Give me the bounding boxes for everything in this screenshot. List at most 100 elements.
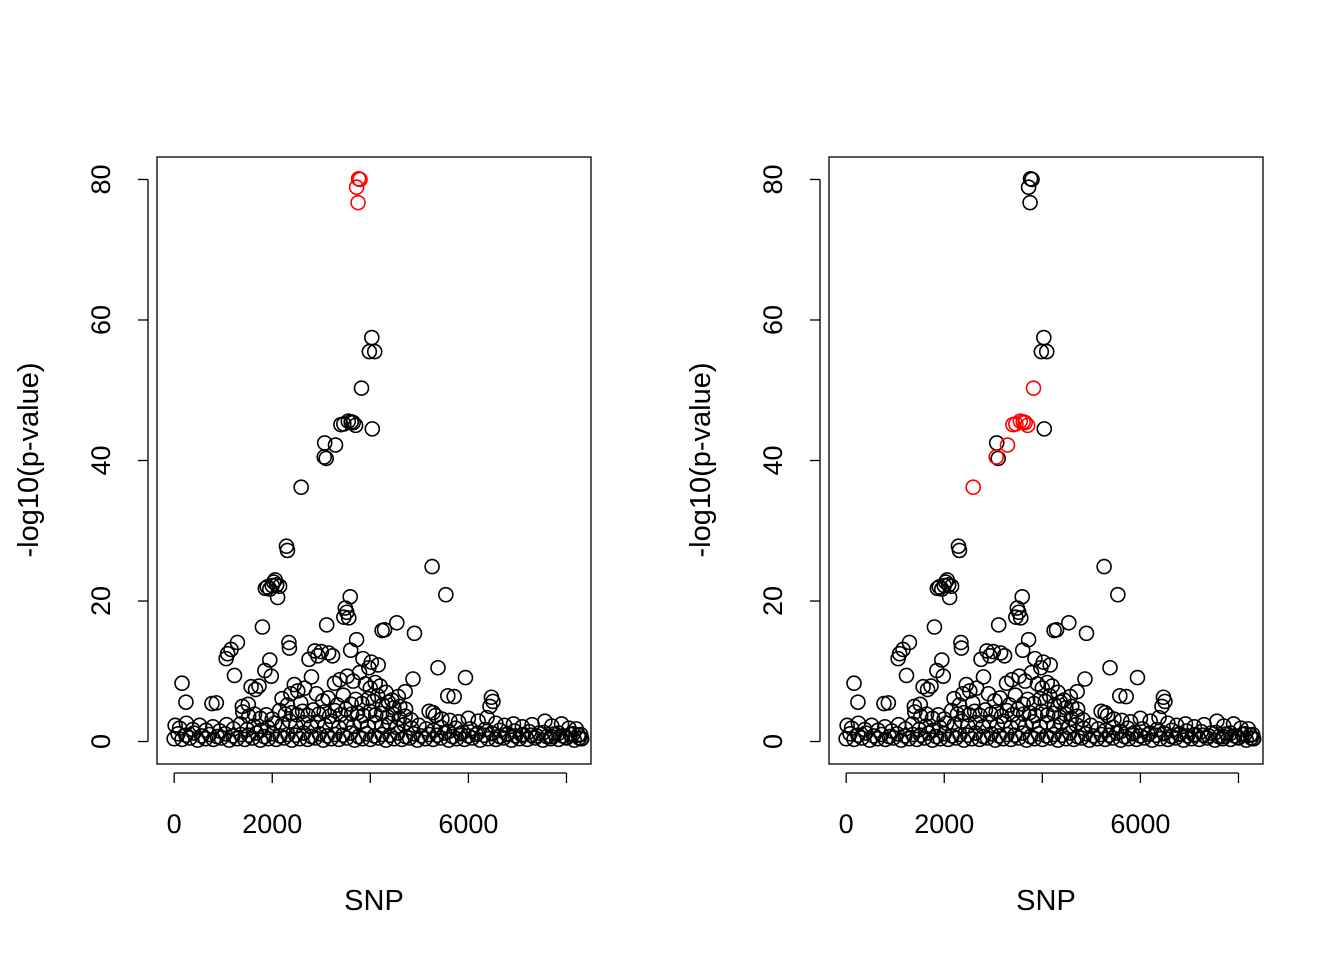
- highlighted-data-point: [348, 179, 365, 196]
- data-point: [1093, 726, 1109, 743]
- x-axis-label: SNP: [344, 885, 404, 917]
- data-point: [213, 730, 230, 746]
- data-point: [1053, 715, 1070, 732]
- highlighted-data-point: [965, 479, 981, 495]
- data-point: [905, 726, 921, 743]
- data-point: [1012, 610, 1029, 626]
- x-tick-label: 2000: [242, 809, 302, 839]
- data-point: [1078, 625, 1095, 642]
- data-point: [208, 695, 225, 711]
- data-point: [1061, 614, 1077, 631]
- data-point: [327, 437, 344, 453]
- y-tick-label: 60: [758, 305, 788, 335]
- data-point: [247, 681, 264, 698]
- data-point: [1083, 717, 1099, 734]
- data-point: [527, 730, 543, 746]
- data-point: [1179, 728, 1196, 744]
- left-scatter-panel: 0 2000 6000 0 20 40 60 80 SNP -log10(p-value): [13, 156, 592, 917]
- data-point: [955, 685, 971, 702]
- data-point: [389, 614, 405, 631]
- y-axis: 0 20 40 60 80: [758, 164, 821, 749]
- y-tick-label: 40: [758, 445, 788, 475]
- y-axis-label: -log10(p-value): [685, 362, 717, 557]
- data-point: [964, 695, 981, 711]
- y-tick-label: 80: [86, 164, 116, 194]
- data-point: [327, 726, 343, 743]
- data-point: [1024, 171, 1040, 188]
- data-point: [440, 688, 456, 704]
- data-point: [223, 641, 239, 658]
- data-point: [448, 730, 465, 747]
- data-point: [166, 730, 182, 747]
- data-point: [372, 678, 388, 694]
- data-point: [1191, 731, 1208, 748]
- data-point: [345, 414, 361, 431]
- x-tick-label: 6000: [438, 809, 498, 839]
- data-point: [897, 728, 913, 744]
- data-point: [991, 728, 1007, 744]
- data-point: [318, 450, 334, 467]
- data-point: [348, 631, 365, 648]
- points-layer: [838, 170, 1262, 748]
- data-point: [460, 710, 477, 727]
- data-point: [366, 343, 383, 360]
- data-point: [1022, 194, 1038, 211]
- data-point: [1073, 730, 1090, 746]
- points-layer: [166, 170, 590, 748]
- data-point: [919, 681, 936, 698]
- data-point: [880, 695, 897, 711]
- data-point: [319, 728, 335, 744]
- data-point: [1199, 730, 1215, 746]
- data-point: [885, 730, 902, 746]
- data-point: [535, 732, 551, 748]
- data-point: [1029, 676, 1046, 692]
- data-point: [281, 634, 297, 651]
- data-point: [411, 717, 427, 734]
- data-point: [364, 421, 381, 437]
- data-point: [370, 730, 386, 746]
- data-point: [992, 645, 1009, 661]
- data-point: [1097, 731, 1113, 748]
- data-point: [346, 732, 363, 748]
- highlighted-data-point: [1008, 416, 1024, 432]
- data-point: [1118, 688, 1134, 705]
- data-point: [318, 617, 335, 633]
- data-point: [933, 652, 950, 668]
- data-point: [343, 706, 360, 722]
- data-point: [324, 648, 341, 664]
- data-point: [1033, 659, 1049, 676]
- highlighted-data-point: [350, 194, 366, 211]
- x-axis: 0 2000 6000: [839, 772, 1240, 839]
- data-point: [873, 726, 890, 743]
- data-point: [421, 726, 437, 743]
- data-point: [1187, 726, 1204, 743]
- data-point: [966, 703, 983, 720]
- data-point: [294, 703, 311, 720]
- data-point: [1183, 730, 1200, 747]
- data-point: [1102, 659, 1118, 676]
- data-point: [1167, 730, 1184, 746]
- data-point: [542, 730, 559, 747]
- data-point: [303, 669, 320, 685]
- data-point: [1120, 730, 1137, 747]
- x-tick-label: 0: [839, 809, 854, 839]
- data-point: [472, 732, 488, 748]
- data-point: [376, 622, 393, 638]
- data-point: [869, 730, 886, 747]
- highlighted-data-point: [352, 171, 368, 188]
- data-point: [417, 730, 434, 747]
- data-point: [413, 728, 430, 744]
- data-point: [226, 667, 243, 684]
- data-point: [1014, 642, 1031, 658]
- data-point: [336, 609, 352, 625]
- data-point: [182, 730, 198, 746]
- data-point: [846, 675, 862, 692]
- data-point: [1042, 730, 1058, 746]
- data-point: [1214, 730, 1231, 747]
- plot-frame: [156, 156, 592, 765]
- data-point: [1010, 730, 1027, 746]
- data-point: [269, 589, 286, 606]
- x-axis: 0 2000 6000: [167, 772, 568, 839]
- data-point: [1035, 329, 1052, 346]
- data-point: [999, 726, 1015, 743]
